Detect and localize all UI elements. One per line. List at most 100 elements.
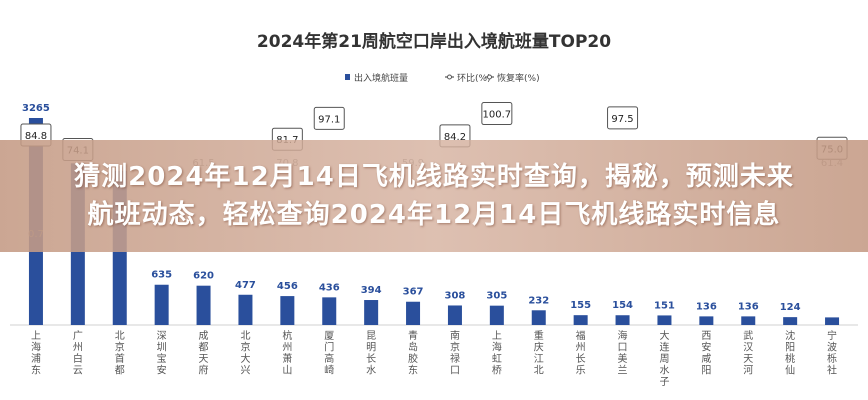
x-tick-char: 州: [282, 342, 292, 354]
x-tick-char: 杭: [282, 329, 292, 342]
rate-box: [607, 106, 639, 130]
x-tick-char: 阳: [701, 365, 711, 377]
x-tick-char: 都: [199, 342, 209, 354]
x-tick-char: 岛: [408, 341, 418, 354]
x-tick-char: 京: [450, 341, 460, 354]
bar: [154, 284, 169, 325]
x-tick-char: 安: [157, 364, 167, 377]
bar-value-label: 477: [235, 280, 256, 291]
x-tick-char: 海: [492, 341, 502, 354]
x-tick-char: 州: [576, 342, 586, 354]
x-tick-char: 厦: [324, 330, 334, 342]
x-tick-char: 青: [408, 329, 418, 342]
bar: [489, 305, 504, 325]
bar-value-label: 436: [319, 282, 340, 293]
x-tick-char: 北: [115, 330, 125, 342]
bar: [573, 315, 588, 325]
x-tick-char: 安: [701, 341, 711, 354]
rate-box: [481, 102, 513, 126]
x-tick-char: 大: [240, 352, 250, 365]
x-tick-char: 成: [199, 330, 209, 342]
banner-line-1: 猜测2024年12月14日飞机线路实时查询，揭秘，预测未来: [74, 162, 794, 192]
bar: [280, 296, 295, 325]
x-tick-group: 上海浦东广州白云北京首都深圳宝安成都天府北京大兴杭州萧山厦门高崎昆明长水青岛胶东…: [31, 329, 837, 388]
bar: [825, 317, 840, 325]
x-tick-char: 广: [73, 330, 83, 342]
x-tick-char: 崎: [324, 364, 334, 377]
x-tick-char: 河: [743, 365, 753, 377]
bar-value-label: 620: [193, 271, 214, 282]
legend-label: 恢复率(%): [497, 72, 540, 84]
bar: [741, 316, 756, 325]
rate-box-label: 97.1: [318, 114, 340, 125]
bar-value-label: 136: [696, 301, 717, 312]
x-tick-char: 水: [659, 365, 669, 377]
x-tick-char: 首: [115, 352, 125, 365]
bar-value-label: 308: [445, 290, 466, 301]
x-tick-char: 山: [282, 365, 292, 377]
x-tick-char: 萧: [282, 353, 292, 365]
x-tick-char: 海: [31, 341, 41, 354]
x-tick-char: 大: [659, 329, 669, 342]
bar: [699, 316, 714, 325]
rate-box: [313, 106, 345, 130]
x-tick-char: 北: [534, 365, 544, 377]
x-tick-char: 门: [324, 341, 334, 354]
x-tick-char: 口: [618, 343, 628, 354]
x-tick-char: 禄: [450, 352, 460, 365]
x-tick-char: 天: [743, 354, 753, 365]
x-tick-char: 都: [115, 365, 125, 377]
bar-value-label: 394: [361, 285, 382, 296]
chart-title: 2024年第21周航空口岸出入境航班量TOP20: [257, 31, 611, 52]
bar-value-label: 124: [780, 302, 801, 313]
x-tick-char: 圳: [157, 342, 167, 354]
x-tick-char: 白: [73, 352, 83, 365]
x-tick-char: 上: [31, 330, 41, 342]
bar: [783, 317, 798, 325]
x-tick-char: 天: [199, 354, 209, 365]
x-tick-char: 口: [450, 366, 460, 377]
x-tick-char: 波: [827, 341, 837, 354]
x-tick-char: 南: [450, 329, 460, 342]
x-tick-char: 乐: [576, 365, 586, 377]
x-tick-char: 福: [576, 329, 586, 342]
bar-value-label: 456: [277, 281, 298, 292]
bar-value-label: 136: [738, 301, 759, 312]
bar-value-label: 305: [486, 291, 507, 302]
x-tick-char: 京: [240, 341, 250, 354]
bar-value-label: 155: [570, 300, 591, 311]
x-tick-char: 桃: [785, 352, 795, 365]
x-tick-char: 明: [366, 342, 376, 354]
x-tick-char: 长: [366, 353, 376, 365]
x-tick-char: 上: [492, 330, 502, 342]
x-tick-char: 浦: [31, 352, 41, 365]
banner-line-2: 航班动态，轻松查询2024年12月14日飞机线路实时信息: [87, 200, 781, 230]
x-tick-char: 京: [115, 341, 125, 354]
x-tick-char: 兴: [240, 365, 250, 377]
bar: [238, 294, 253, 325]
bar: [447, 305, 462, 325]
x-tick-char: 咸: [701, 353, 711, 365]
x-tick-char: 高: [324, 352, 334, 365]
bar: [322, 297, 337, 325]
bar: [364, 300, 379, 325]
x-tick-char: 子: [659, 376, 669, 388]
x-tick-char: 连: [659, 341, 669, 354]
legend-label: 出入境航班量: [354, 72, 408, 84]
bar-value-label: 635: [151, 270, 172, 281]
x-tick-char: 北: [240, 330, 250, 342]
x-tick-char: 东: [31, 364, 41, 377]
overlay-banner: 猜测2024年12月14日飞机线路实时查询，揭秘，预测未来 航班动态，轻松查询2…: [0, 140, 868, 252]
bar: [196, 285, 211, 325]
